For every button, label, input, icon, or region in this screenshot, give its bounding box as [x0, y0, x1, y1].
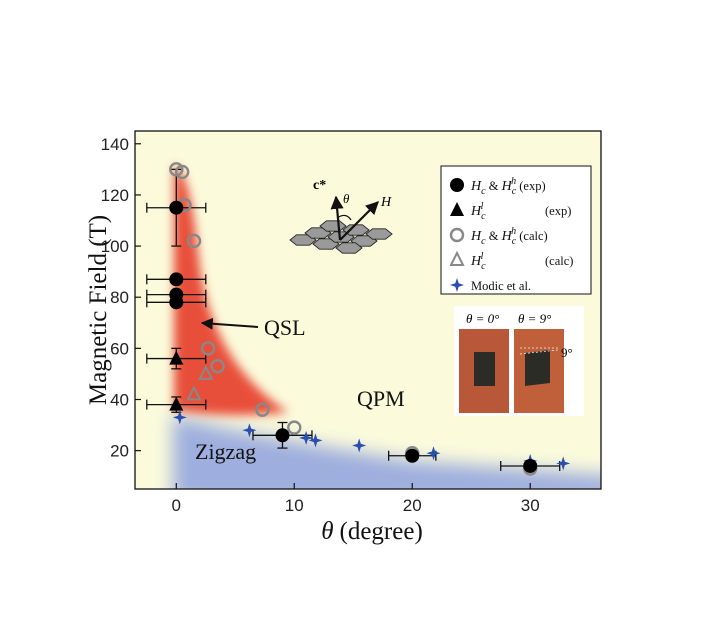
angle-label: θ	[343, 191, 350, 206]
point-open-circle-2-6	[255, 402, 270, 417]
x-tick-label-0: 0	[172, 496, 181, 515]
y-tick-label-60: 60	[110, 339, 129, 358]
photo-label-right: θ = 9°	[518, 311, 551, 326]
y-axis-title: Magnetic Field (T)	[85, 215, 112, 405]
x-axis-unit: (degree)	[340, 518, 423, 545]
point-filled-circle-0-5	[405, 448, 420, 463]
point-open-triangle-3-0	[198, 364, 214, 380]
field-arrow	[339, 201, 379, 241]
legend-label-4: Modic et al.	[471, 279, 531, 293]
point-star-4-5	[426, 446, 441, 461]
point-open-triangle-3-1	[186, 385, 202, 401]
point-filled-triangle-1-1	[169, 396, 184, 411]
lattice-inset: c* θ H	[289, 178, 393, 254]
legend-marker-2	[449, 227, 465, 243]
y-tick-label-140: 140	[101, 135, 129, 154]
photo-label-left: θ = 0°	[466, 311, 499, 326]
legend-marker-3	[449, 250, 465, 266]
y-tick-label-40: 40	[110, 391, 129, 410]
point-star-4-7	[556, 456, 571, 471]
axis-ticks: 0 10 20 30 20 40 60 80 100 120 140	[101, 135, 540, 515]
qsl-arrow	[200, 317, 259, 330]
legend-label-1: Hcl	[470, 201, 486, 222]
legend-marker-0	[450, 178, 464, 192]
x-axis-symbol: θ	[321, 518, 333, 545]
x-tick-label-30: 30	[521, 496, 540, 515]
point-filled-circle-0-0	[169, 200, 184, 215]
y-tick-label-120: 120	[101, 186, 129, 205]
point-filled-circle-0-6	[523, 458, 538, 473]
point-open-circle-2-1	[174, 164, 190, 180]
lattice-hexagon-6	[365, 228, 393, 240]
legend-tail-3: (calc)	[545, 254, 573, 268]
x-tick-label-10: 10	[285, 496, 304, 515]
point-star-4-4	[352, 438, 367, 453]
point-open-circle-2-3	[186, 233, 202, 249]
angle-arc	[336, 214, 352, 221]
point-star-4-2	[299, 430, 314, 445]
legend-marker-4	[450, 278, 464, 292]
lattice-hexagon-4	[342, 224, 370, 236]
legend-label-2: Hc & Hch (calc)	[470, 226, 548, 247]
point-filled-circle-0-1	[169, 272, 184, 287]
y-tick-label-100: 100	[101, 237, 129, 256]
photo-sample-left-band	[474, 352, 495, 386]
data-markers	[169, 162, 571, 476]
legend-label-3: Hcl	[470, 251, 486, 272]
legend-marker-1	[450, 202, 464, 216]
point-star-4-0	[172, 410, 187, 425]
point-star-4-1	[242, 423, 257, 438]
point-open-circle-2-4	[200, 341, 216, 356]
point-open-circle-2-7	[287, 420, 302, 435]
region-label-qsl: QSL	[264, 315, 306, 340]
lattice-hexagon-7	[319, 220, 347, 232]
point-filled-circle-0-3	[169, 295, 184, 310]
legend-box	[440, 165, 592, 295]
c-axis-label: c*	[313, 178, 326, 193]
point-open-circle-2-5	[210, 359, 225, 374]
legend-tail-1: (exp)	[545, 204, 571, 218]
photo-sample-right-band	[525, 350, 550, 386]
region-zigzag-fill	[172, 414, 601, 489]
field-label: H	[380, 195, 392, 210]
legend-label-0: Hc & Hch (exp)	[470, 176, 546, 197]
point-filled-triangle-1-0	[169, 350, 184, 365]
y-tick-label-80: 80	[110, 288, 129, 307]
point-star-4-3	[308, 433, 323, 448]
c-axis-arrow	[330, 195, 344, 241]
plot-frame	[134, 130, 602, 490]
legend: Hc & Hch (exp) Hcl (exp) Hc & Hch (calc) Hcl…	[440, 165, 592, 295]
y-tick-label-20: 20	[110, 442, 129, 461]
honeycomb-lattice	[289, 220, 393, 254]
point-filled-circle-0-4	[275, 428, 290, 443]
lattice-hexagon-8	[335, 242, 363, 254]
region-label-zigzag: Zigzag	[195, 439, 256, 464]
photo-angle-label: 9°	[561, 345, 573, 360]
region-label-qpm: QPM	[357, 386, 405, 411]
x-tick-label-20: 20	[403, 496, 422, 515]
x-axis-title: θ (degree)	[321, 518, 423, 545]
photo-inset: θ = 0° θ = 9° 9°	[454, 306, 584, 416]
